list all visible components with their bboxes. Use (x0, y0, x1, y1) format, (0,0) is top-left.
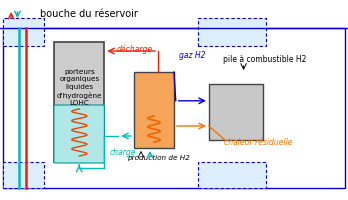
Bar (198, 18, 266, 46)
Text: décharge: décharge (117, 45, 153, 54)
Text: bouche du réservoir: bouche du réservoir (40, 9, 138, 19)
Text: pile à combustible H2: pile à combustible H2 (223, 55, 306, 64)
Bar (134, 72, 174, 148)
Text: production de H2: production de H2 (127, 155, 190, 161)
Bar (3, 18, 44, 46)
Text: gaz H2: gaz H2 (179, 51, 206, 60)
Text: porteurs
organiques
liquides
d'hydrogène
LOHC: porteurs organiques liquides d'hydrogène… (57, 69, 102, 106)
Text: charge: charge (110, 148, 136, 157)
Text: chaleur résiduelle: chaleur résiduelle (224, 138, 293, 147)
FancyBboxPatch shape (54, 105, 104, 163)
Bar (3, 162, 44, 188)
Bar (3, 28, 345, 188)
Bar (209, 84, 263, 140)
Bar (54, 42, 104, 162)
Bar (198, 162, 266, 188)
